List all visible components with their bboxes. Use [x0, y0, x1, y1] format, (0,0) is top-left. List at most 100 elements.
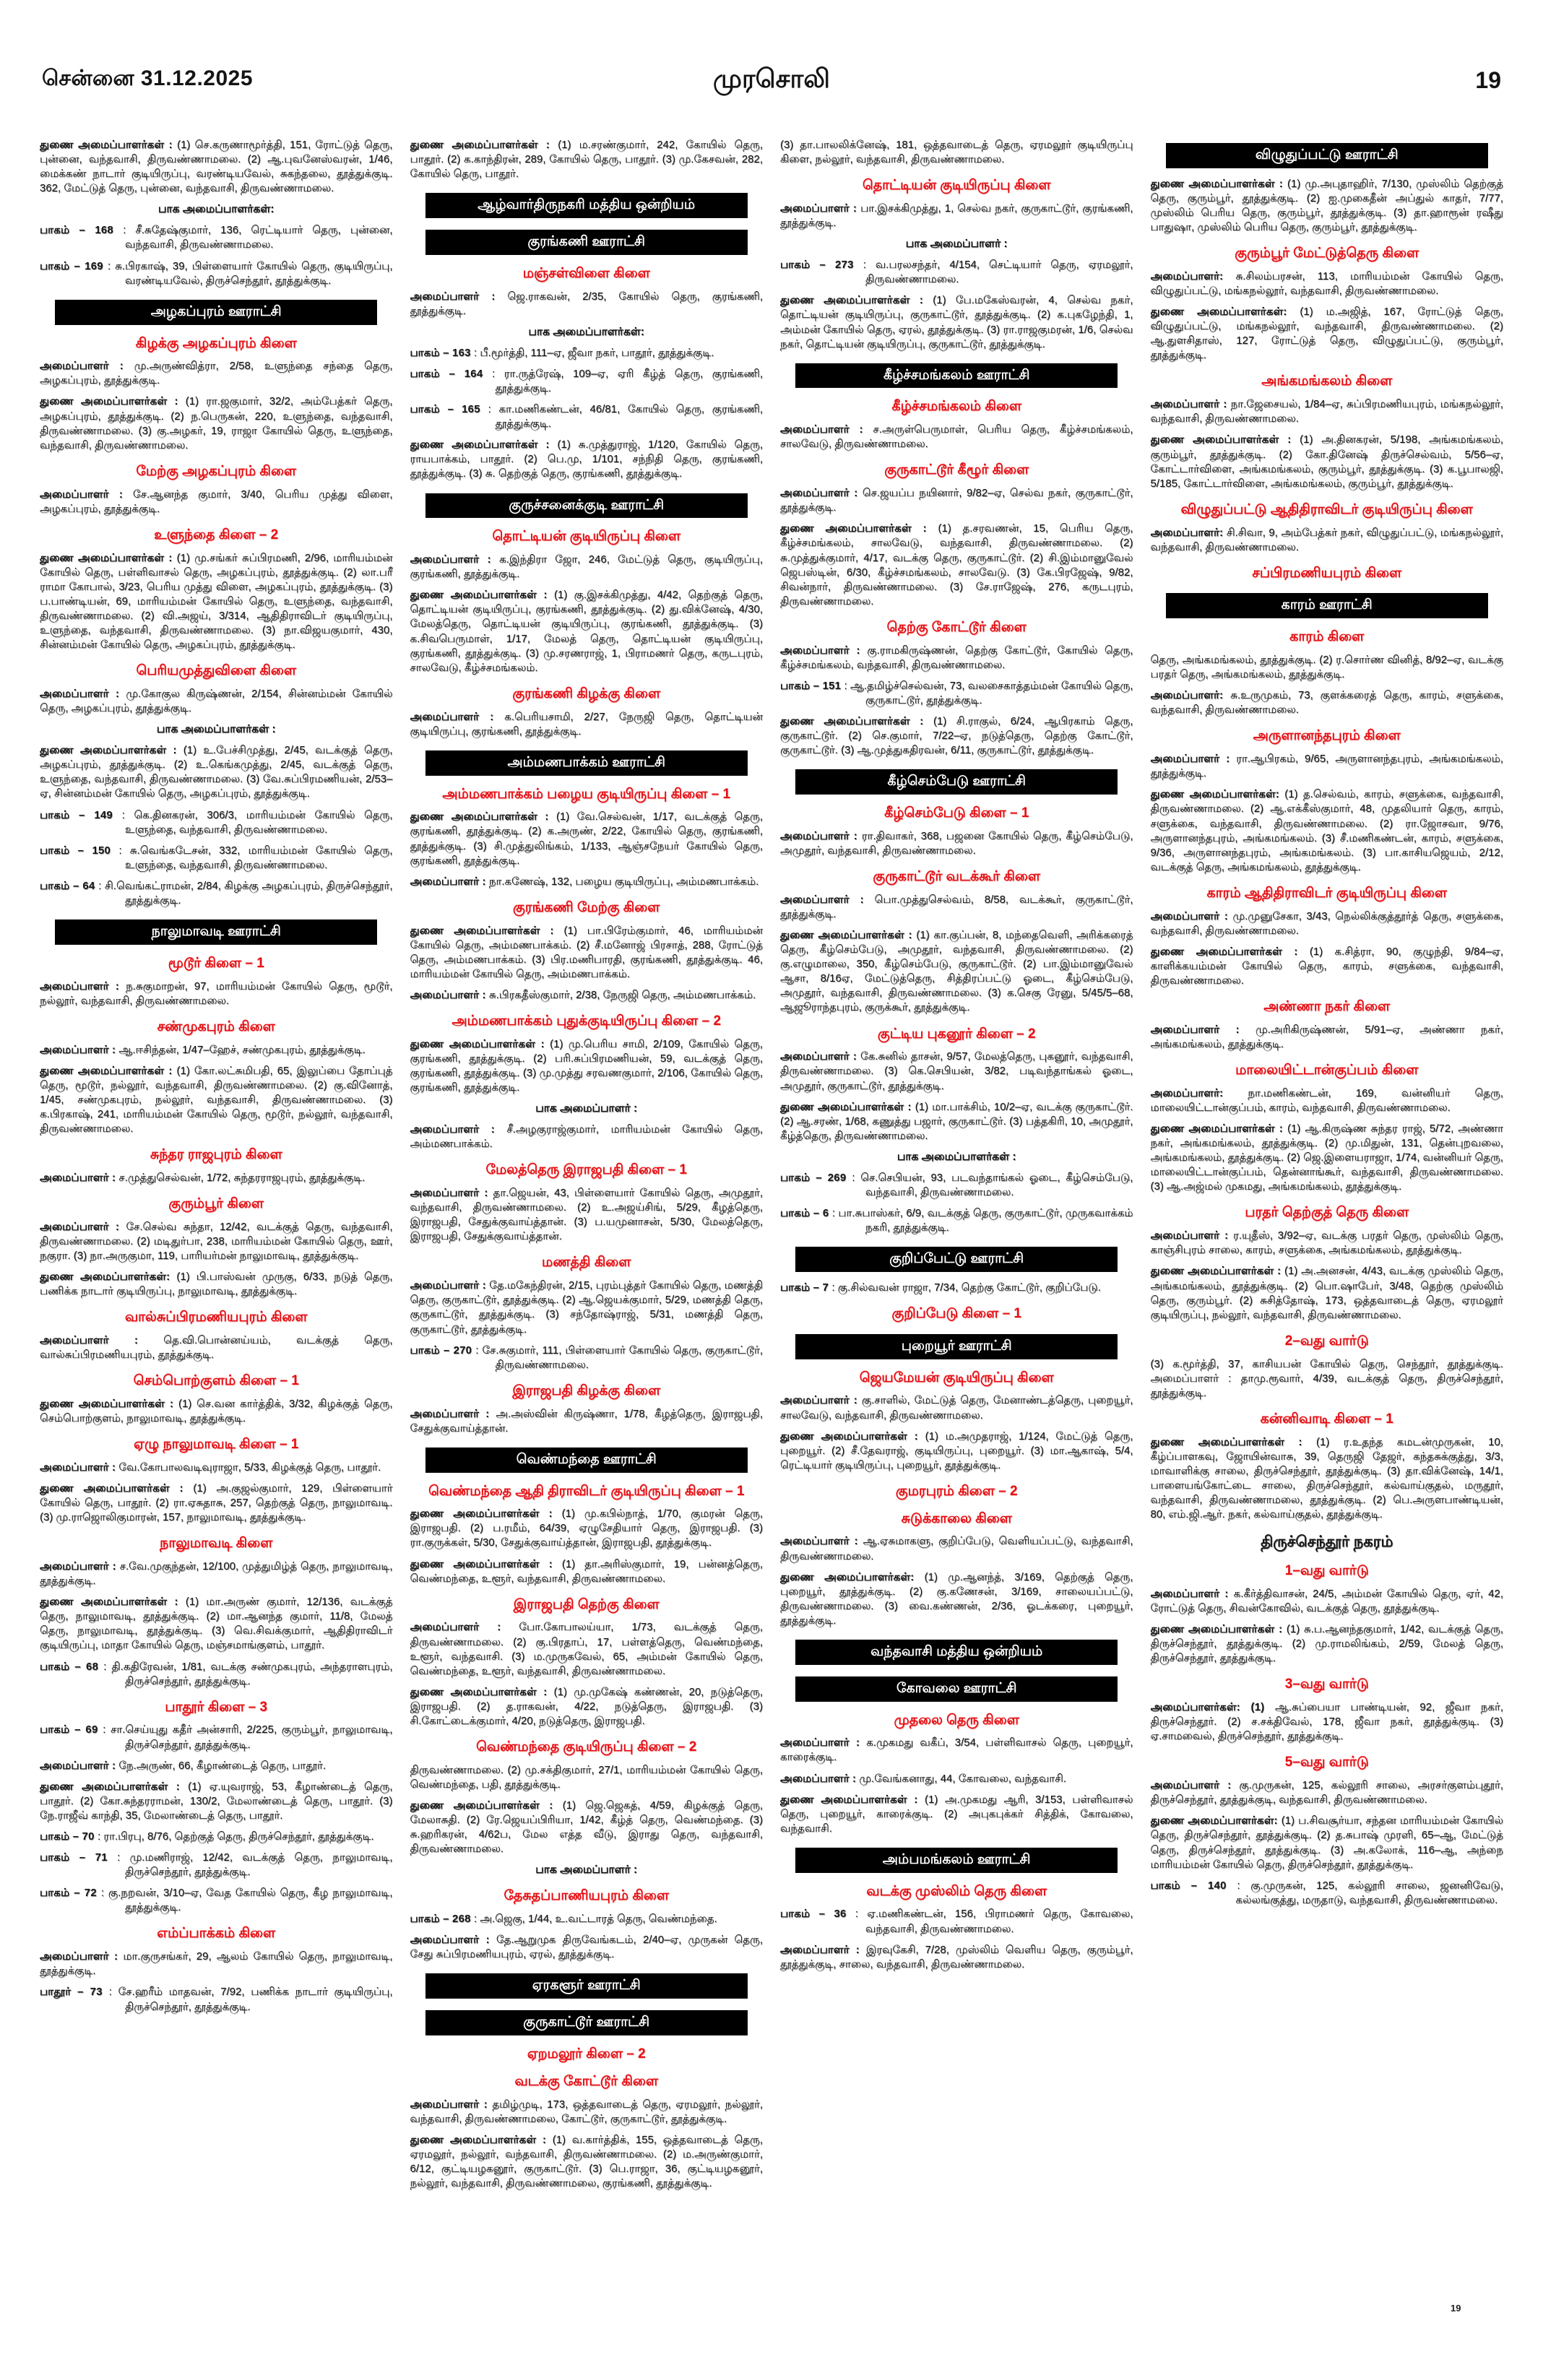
part-line: பாகம் – 268 : அ.ஜெகு, 1/44, உ.வட்டாரத் த… [410, 1913, 717, 1926]
branch-heading: கீழ்ச்சமங்கலம் கிளை [891, 399, 1022, 415]
body-paragraph: அமைப்பாளர் : சே.செல்வ சுந்தா, 12/42, வடக… [40, 1220, 393, 1262]
branch-heading: சப்பிரமணியபுரம் கிளை [1252, 565, 1402, 581]
panchayat-banner: புறையூர் ஊராட்சி [795, 1333, 1118, 1359]
branch-heading: குருகாட்டூர் வடக்கூர் கிளை [873, 869, 1041, 885]
panchayat-banner: அம்பமங்கலம் ஊராட்சி [795, 1847, 1118, 1873]
section-subheading: பாக அமைப்பாளர்கள்: [528, 325, 645, 338]
branch-heading: வடக்கு முஸ்லிம் தெரு கிளை [866, 1883, 1047, 1899]
body-paragraph: துணை அமைப்பாளர்கள் : (1) சு.ப.ஆனந்தகுமார… [1150, 1623, 1504, 1665]
body-paragraph: துணை அமைப்பாளர்கள் : (1) மு.கபில்நாத், 1… [410, 1507, 764, 1549]
body-paragraph: அமைப்பாளர் : தா.ஜெயன், 43, பிள்ளையார் கோ… [410, 1187, 764, 1243]
body-paragraph: துணை அமைப்பாளர்கள் : (1) ஆ.கிருஷ்ண சுந்த… [1150, 1122, 1504, 1193]
body-paragraph: அமைப்பாளர் : ச.முத்துசெல்வன், 1/72, சுந்… [40, 1171, 366, 1184]
branch-heading: வெண்மந்தை ஆதி திராவிடர் குடியிருப்பு கிள… [428, 1483, 745, 1499]
body-paragraph: அமைப்பாளர் : சே.ஆனந்த குமார், 3/40, பெரி… [40, 488, 393, 515]
branch-heading: செம்பொற்குளம் கிளை – 1 [133, 1373, 299, 1389]
branch-heading: மாலையிட்டான்குப்பம் கிளை [1235, 1063, 1419, 1078]
body-paragraph: அமைப்பாளர் : ச.அருள்பெருமாள், பெரிய தெரு… [780, 423, 1133, 451]
body-paragraph: துணை அமைப்பாளர்கள் : (1) கு.இசக்கிமுத்து… [410, 589, 764, 674]
body-paragraph: துணை அமைப்பாளர்கள் : (1) ம.அமுதராஜ், 1/1… [780, 1429, 1133, 1471]
body-paragraph: துணை அமைப்பாளர்கள் : (1) க.சித்ரா, 90, க… [1150, 945, 1504, 987]
body-paragraph: துணை அமைப்பாளர்கள் : (1) மு.அபுதாஹிர், 7… [1150, 177, 1504, 234]
branch-heading: உளுந்தை கிளை – 2 [154, 527, 279, 542]
body-paragraph: அமைப்பாளர்: சு.உருமுகம், 73, குளக்கரைத் … [1150, 689, 1504, 717]
body-paragraph: அமைப்பாளர்: நா.மணிகண்டன், 169, வன்னியர் … [1150, 1086, 1504, 1114]
body-paragraph: துணை அமைப்பாளர்கள் : (1) த.சரவணன், 15, ப… [780, 522, 1133, 607]
body-paragraph: அமைப்பாளர் : ஆ.ஈசிந்தன், 1/47–ஹேச், சண்ம… [40, 1043, 366, 1056]
body-paragraph: துணை அமைப்பாளர்கள் : (1) ஜெ.ஜெகத், 4/59,… [410, 1799, 764, 1856]
body-paragraph: அமைப்பாளர் : ந.சுகுமாறன், 97, மாரியம்மன்… [40, 979, 393, 1007]
masthead-title: முரசொலி [713, 63, 830, 93]
body-paragraph: துணை அமைப்பாளர்கள் : (1) அ.தினகரன், 5/19… [1150, 433, 1504, 490]
part-line: பாகம் – 270 : சே.சுகுமார், 111, பிள்ளையா… [410, 1343, 764, 1371]
branch-heading: ஜெயமேயன் குடியிருப்பு கிளை [859, 1369, 1054, 1385]
part-line: பாகம் – 163 : பீ.மூர்த்தி, 111–ஏ, ஜீவா ந… [410, 346, 714, 359]
body-paragraph: துணை அமைப்பாளர்கள் : (1) தா.அரிஸ்குமார்,… [410, 1557, 763, 1585]
branch-heading: ஏழு நாலுமாவடி கிளை – 1 [134, 1437, 299, 1453]
body-paragraph: துணை அமைப்பாளர்கள் : (1) வ.கார்த்திக், 1… [410, 2133, 764, 2190]
branch-heading: சுடுக்காலை கிளை [901, 1510, 1012, 1526]
branch-heading: குரங்கணி மேற்கு கிளை [513, 899, 660, 915]
branch-heading: முதலை தெரு கிளை [894, 1712, 1019, 1728]
body-paragraph: துணை அமைப்பாளர்கள்: (1) த.செல்வம், காரம்… [1150, 788, 1504, 873]
branch-heading: சுந்தர ராஜபுரம் கிளை [150, 1147, 282, 1163]
body-paragraph: அமைப்பாளர் : அ.அஸ்வின் கிருஷ்ணா, 1/78, க… [410, 1407, 764, 1435]
body-paragraph: துணை அமைப்பாளர்கள் : (1) ஏ.யுவராஜ், 53, … [40, 1780, 393, 1822]
branch-heading: எம்ப்பாக்கம் கிளை [157, 1926, 276, 1942]
body-paragraph: துணை அமைப்பாளர்கள் : (1) பே.மகேஸ்வரன், 4… [780, 294, 1133, 350]
body-paragraph: அமைப்பாளர் : பா.இசக்கிமுத்து, 1, செல்வ ந… [780, 202, 1133, 230]
body-paragraph: அமைப்பாளர் : க.முகமது வகீப், 3/54, பள்ளி… [780, 1736, 1133, 1764]
news-column-4: விழுதுப்பட்டு ஊராட்சி துணை அமைப்பாளர்கள் … [1150, 131, 1504, 2313]
branch-heading: 1–வது வார்டு [1284, 1563, 1369, 1579]
panchayat-banner: நாலுமாவடி ஊராட்சி [55, 919, 378, 945]
panchayat-banner: கோவலை ஊராட்சி [795, 1676, 1118, 1702]
body-paragraph: அமைப்பாளர் : சீ.அழகுராஜ்குமார், மாரியம்ம… [410, 1123, 764, 1151]
body-paragraph: துணை அமைப்பாளர்கள் : (1) செ.கருணாமூர்த்த… [40, 139, 393, 195]
branch-heading: அண்ணா நகர் கிளை [1263, 999, 1391, 1015]
branch-heading: 5–வது வார்டு [1284, 1754, 1369, 1770]
body-paragraph: துணை அமைப்பாளர்கள் : (1) மு.பெரிய சாமி, … [410, 1037, 764, 1094]
panchayat-banner: அழகப்புரம் ஊராட்சி [55, 299, 378, 325]
branch-heading: குரங்கணி கிழக்கு கிளை [512, 685, 661, 701]
branch-heading: கிழக்கு அழகப்புரம் கிளை [135, 335, 297, 351]
section-subheading: பாக அமைப்பாளர் : [905, 238, 1008, 251]
body-paragraph: அமைப்பாளர்: சி.சிவா, 9, அம்பேத்கர் நகர்,… [1150, 526, 1504, 553]
part-line: பாதூர் – 73 : சே.ஹரீம் மாதவன், 7/92, பணி… [40, 1986, 393, 2013]
body-paragraph: துணை அமைப்பாளர்கள் : (1) சி.ராகுல், 6/24… [780, 715, 1133, 757]
branch-heading: மேலத்தெரு இராஜபதி கிளை – 1 [485, 1162, 687, 1178]
branch-heading: காரம் ஆதிதிராவிடர் குடியிருப்பு கிளை [1206, 885, 1448, 901]
part-line: பாகம் – 150 : சு.வெங்கடேசன், 332, மாரியம… [40, 844, 393, 871]
body-paragraph: அமைப்பாளர் : க.இந்திரா ஜோ, 246, மேட்டுத்… [410, 553, 764, 581]
body-paragraph: அமைப்பாளர் : தெ.வி.பொன்னய்யம், வடக்குத் … [40, 1333, 393, 1362]
part-line: பாகம் – 169 : சு.பிரகாஷ், 39, பிள்ளையார்… [40, 259, 393, 287]
branch-heading: 3–வது வார்டு [1284, 1676, 1369, 1692]
part-line: பாகம் – 68 : தி.கதிரேவன், 1/81, வடக்கு ச… [40, 1660, 393, 1687]
article-columns: துணை அமைப்பாளர்கள் : (1) செ.கருணாமூர்த்த… [40, 131, 1503, 2313]
part-line: பாகம் – 72 : கு.நறவன், 3/10–ஏ, வேத கோயில… [40, 1887, 393, 1914]
branch-heading: தொட்டியன் குடியிருப்பு கிளை [862, 178, 1051, 194]
part-line: பாகம் – 164 : ரா.ருத்ரேஷ், 109–ஏ, ஏரி கீ… [410, 367, 763, 394]
branch-heading: பெரியமுத்துவிளை கிளை [136, 663, 297, 679]
panchayat-banner: குறிப்பேட்டு ஊராட்சி [795, 1247, 1118, 1273]
part-line: பாகம் – 6 : பா.சுபாஸ்கர், 6/9, வடக்குத் … [780, 1207, 1133, 1234]
branch-heading: சண்முகபுரம் கிளை [157, 1018, 275, 1034]
town-heading: திருச்செந்தூர் நகரம் [1261, 1533, 1393, 1551]
part-line: பாகம் – 165 : கா.மணிகண்டன், 46/81, கோயில… [410, 403, 764, 430]
panchayat-banner: குருகாட்டூர் ஊராட்சி [425, 2010, 748, 2036]
body-paragraph: துணை அமைப்பாளர்கள் : (1) கா.குப்பன், 8, … [780, 929, 1133, 1014]
part-line: பாகம் – 273 : வ.பரலசந்தர், 4/154, செட்டி… [780, 259, 1133, 286]
branch-heading: குரும்பூர் மேட்டுத்தெரு கிளை [1235, 246, 1419, 261]
page-header: சென்னை 31.12.2025 முரசொலி 19 [42, 62, 1501, 98]
branch-heading: பரதர் தெற்குத் தெரு கிளை [1245, 1205, 1409, 1221]
body-paragraph: திருவண்ணாமலை. (2) மு.சக்திகுமார், 27/1, … [410, 1763, 764, 1791]
panchayat-banner: குருச்சனைக்குடி ஊராட்சி [425, 493, 748, 519]
branch-heading: இராஜபதி கிழக்கு கிளை [512, 1382, 661, 1398]
panchayat-banner: கீழ்செம்பேடு ஊராட்சி [795, 769, 1118, 795]
branch-heading: குருகாட்டூர் கீழூர் கிளை [884, 462, 1029, 478]
body-paragraph: அமைப்பாளர் : தமிழ்முடி, 173, ஒத்தவாடைத் … [410, 2098, 764, 2125]
part-line: பாகம் – 70 : ரா.பிரபு, 8/76, தெற்குத் தெ… [40, 1830, 374, 1843]
branch-heading: குரும்பூர் கிளை [168, 1195, 264, 1211]
branch-heading: தேசுதப்பாணியபுரம் கிளை [503, 1888, 670, 1904]
body-paragraph: அமைப்பாளர் : சு.பிரகதீஸ்குமார், 2/38, நே… [410, 988, 756, 1001]
body-paragraph: அமைப்பாளர் : கு.முருகன், 125, கல்லூரி சா… [1150, 1779, 1504, 1806]
